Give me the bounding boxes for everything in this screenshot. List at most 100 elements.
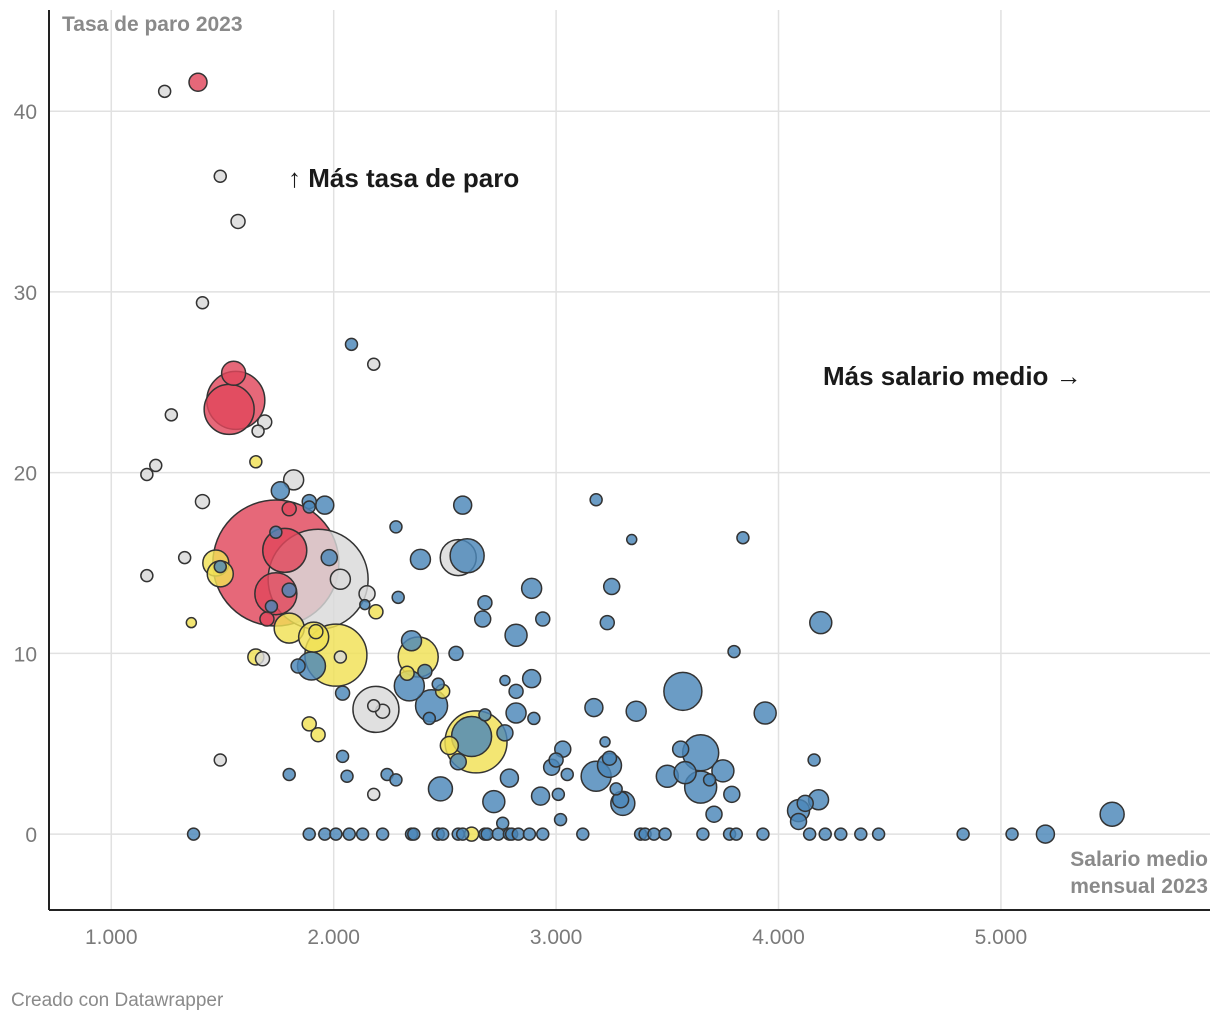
data-point-blue[interactable] (302, 827, 316, 841)
data-point-blue[interactable] (560, 767, 574, 782)
data-point-blue[interactable] (449, 538, 485, 574)
data-point-blue[interactable] (422, 711, 437, 726)
data-point-blue[interactable] (282, 767, 296, 782)
data-point-blue[interactable] (504, 623, 528, 648)
data-point-blue[interactable] (389, 773, 403, 787)
data-point-blue[interactable] (334, 685, 351, 701)
data-point-blue[interactable] (452, 495, 473, 515)
data-point-blue[interactable] (647, 827, 661, 841)
data-point-blue[interactable] (521, 668, 542, 689)
data-point-blue[interactable] (658, 827, 672, 841)
data-point-blue[interactable] (729, 827, 744, 841)
data-point-blue[interactable] (505, 702, 527, 724)
data-point-blue[interactable] (789, 812, 808, 831)
data-point-blue[interactable] (1035, 824, 1056, 844)
data-point-blue[interactable] (753, 701, 777, 725)
data-point-blue[interactable] (400, 629, 423, 652)
data-point-blue[interactable] (407, 827, 421, 841)
data-point-red[interactable] (262, 527, 308, 574)
data-point-blue[interactable] (530, 786, 551, 806)
data-point-blue[interactable] (477, 595, 493, 611)
data-point-blue[interactable] (213, 559, 228, 574)
data-point-grey[interactable] (149, 458, 163, 473)
data-point-blue[interactable] (589, 493, 603, 507)
data-point-blue[interactable] (663, 671, 703, 712)
data-point-grey[interactable] (254, 651, 271, 667)
data-point-grey[interactable] (251, 424, 265, 438)
data-point-blue[interactable] (302, 500, 316, 514)
data-point-blue[interactable] (602, 577, 621, 596)
data-point-blue[interactable] (431, 677, 445, 691)
data-point-blue[interactable] (536, 827, 550, 841)
data-point-blue[interactable] (342, 827, 357, 841)
data-point-grey[interactable] (157, 84, 172, 99)
data-point-grey[interactable] (140, 467, 154, 482)
data-point-blue[interactable] (1099, 801, 1125, 827)
data-point-blue[interactable] (482, 789, 506, 814)
data-point-blue[interactable] (802, 827, 817, 841)
data-point-red[interactable] (188, 72, 208, 93)
data-point-blue[interactable] (389, 520, 403, 534)
data-point-blue[interactable] (584, 697, 604, 718)
data-point-grey[interactable] (333, 650, 348, 664)
data-point-blue[interactable] (956, 827, 970, 841)
data-point-yellow[interactable] (310, 726, 326, 743)
data-point-blue[interactable] (696, 827, 710, 841)
data-point-blue[interactable] (807, 753, 821, 767)
data-point-grey[interactable] (194, 493, 211, 510)
data-point-blue[interactable] (548, 752, 564, 768)
data-point-blue[interactable] (834, 827, 848, 841)
data-point-grey[interactable] (366, 357, 381, 371)
data-point-yellow[interactable] (308, 623, 324, 640)
data-point-grey[interactable] (366, 787, 381, 802)
data-point-blue[interactable] (854, 827, 868, 841)
data-point-blue[interactable] (711, 759, 735, 783)
data-point-yellow[interactable] (301, 716, 317, 732)
data-point-blue[interactable] (480, 827, 494, 841)
data-point-blue[interactable] (427, 776, 454, 802)
data-point-yellow[interactable] (249, 455, 263, 469)
data-point-blue[interactable] (756, 827, 770, 841)
data-point-yellow[interactable] (185, 616, 198, 629)
data-point-blue[interactable] (269, 525, 283, 540)
data-point-blue[interactable] (702, 773, 717, 787)
data-point-blue[interactable] (511, 827, 526, 841)
data-point-blue[interactable] (796, 794, 814, 813)
data-point-blue[interactable] (473, 610, 492, 628)
data-point-blue[interactable] (270, 480, 291, 501)
data-point-blue[interactable] (359, 598, 371, 611)
data-point-red[interactable] (259, 611, 275, 627)
data-point-grey[interactable] (164, 408, 179, 422)
data-point-blue[interactable] (496, 724, 514, 742)
data-point-blue[interactable] (448, 645, 464, 662)
data-point-blue[interactable] (520, 577, 543, 600)
data-point-blue[interactable] (599, 736, 611, 748)
data-point-blue[interactable] (736, 530, 750, 545)
data-point-red[interactable] (281, 501, 297, 517)
data-point-blue[interactable] (601, 750, 618, 766)
data-point-blue[interactable] (705, 805, 723, 823)
data-point-blue[interactable] (671, 740, 690, 758)
data-point-blue[interactable] (320, 548, 338, 567)
data-point-grey[interactable] (213, 753, 228, 767)
data-point-blue[interactable] (1005, 827, 1019, 841)
data-point-grey[interactable] (177, 550, 192, 565)
data-point-blue[interactable] (727, 644, 741, 659)
data-point-blue[interactable] (723, 785, 741, 804)
data-point-grey[interactable] (230, 213, 246, 230)
data-point-grey[interactable] (140, 568, 154, 583)
data-point-blue[interactable] (809, 610, 833, 635)
data-point-blue[interactable] (409, 548, 432, 571)
data-point-blue[interactable] (625, 533, 638, 546)
data-point-grey[interactable] (329, 568, 352, 591)
data-point-blue[interactable] (315, 495, 335, 515)
data-point-blue[interactable] (625, 700, 647, 722)
data-point-blue[interactable] (818, 827, 832, 841)
data-point-blue[interactable] (478, 708, 492, 722)
data-point-blue[interactable] (609, 782, 623, 796)
data-point-yellow[interactable] (368, 604, 384, 620)
data-point-blue[interactable] (491, 827, 506, 841)
data-point-blue[interactable] (264, 599, 279, 614)
data-point-blue[interactable] (499, 674, 511, 687)
data-point-yellow[interactable] (439, 735, 460, 756)
